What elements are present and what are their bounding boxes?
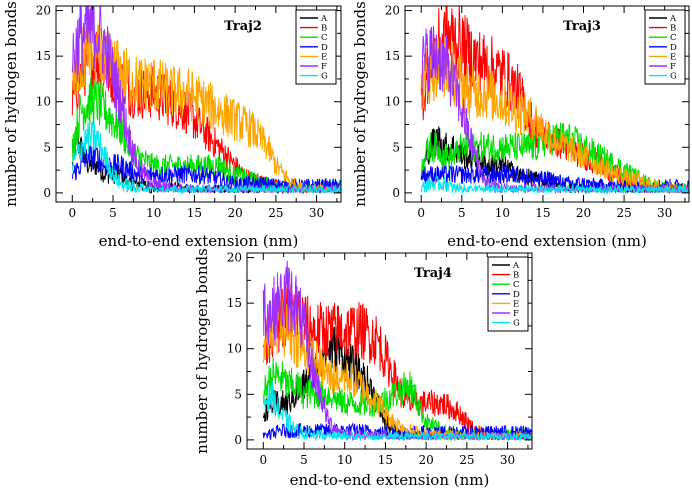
legend-label-d: D — [670, 43, 677, 53]
legend-label-g: G — [513, 319, 520, 329]
legend-label-f: F — [321, 62, 327, 72]
x-tick-label: 30 — [657, 206, 672, 220]
x-tick-label: 5 — [458, 206, 466, 220]
y-axis-label: number of hydrogen bonds — [351, 1, 369, 207]
plot-frame — [246, 252, 533, 450]
y-tick-label: 15 — [385, 49, 400, 63]
x-tick-label: 15 — [535, 206, 550, 220]
x-tick-label: 0 — [68, 206, 76, 220]
y-tick-label: 0 — [234, 433, 242, 447]
series-line-d — [71, 143, 341, 195]
legend-label-a: A — [669, 14, 677, 24]
plot-frame — [404, 5, 690, 203]
series-lines — [262, 260, 532, 442]
panel-title: Traj4 — [414, 266, 452, 281]
x-axis-label: end-to-end extension (nm) — [447, 232, 647, 250]
legend-label-e: E — [321, 52, 327, 62]
series-line-f — [71, 6, 341, 195]
x-tick-label: 15 — [187, 206, 202, 220]
y-tick-label: 15 — [36, 49, 51, 63]
legend-label-c: C — [513, 280, 520, 290]
legend-label-d: D — [321, 43, 328, 53]
series-line-e — [71, 11, 341, 194]
legend-label-a: A — [512, 261, 520, 271]
x-tick-label: 10 — [337, 453, 352, 467]
x-axis-label: end-to-end extension (nm) — [99, 232, 299, 250]
x-tick-label: 25 — [459, 453, 474, 467]
y-tick-label: 0 — [392, 186, 400, 200]
x-tick-label: 0 — [417, 206, 425, 220]
y-tick-label: 20 — [385, 4, 400, 18]
x-tick-label: 15 — [378, 453, 393, 467]
legend-label-b: B — [670, 24, 676, 34]
series-line-g — [262, 380, 532, 442]
panel-title: Traj2 — [224, 19, 262, 34]
panel-traj2: 0 5 10 15 20 25 30 0 5 10 15 20 end-to-end extension… — [2, 1, 342, 250]
panel-traj3: 0 5 10 15 20 25 30 0 5 10 15 20 end-to-end extension… — [351, 1, 690, 250]
y-tick-label: 5 — [43, 140, 51, 154]
x-tick-label: 10 — [495, 206, 510, 220]
x-tick-label: 20 — [228, 206, 243, 220]
y-tick-label: 20 — [36, 4, 51, 18]
series-line-e — [262, 296, 532, 442]
y-tick-label: 10 — [385, 95, 400, 109]
y-axis-label: number of hydrogen bonds — [193, 248, 211, 454]
legend-label-b: B — [513, 271, 519, 281]
legend-label-g: G — [670, 72, 677, 82]
legend-label-c: C — [670, 33, 677, 43]
legend-label-g: G — [321, 72, 328, 82]
legend-label-f: F — [670, 62, 676, 72]
x-tick-label: 30 — [500, 453, 515, 467]
x-tick-label: 30 — [309, 206, 324, 220]
x-tick-label: 5 — [300, 453, 308, 467]
y-tick-label: 10 — [227, 342, 242, 356]
y-tick-label: 15 — [227, 296, 242, 310]
x-tick-label: 25 — [268, 206, 283, 220]
y-axis-label: number of hydrogen bonds — [2, 1, 20, 207]
x-tick-label: 5 — [109, 206, 117, 220]
panel-title: Traj3 — [563, 19, 601, 34]
legend-label-d: D — [513, 290, 520, 300]
legend-label-a: A — [320, 14, 328, 24]
series-line-e — [420, 36, 689, 193]
legend-label-b: B — [321, 24, 327, 34]
series-line-g — [71, 121, 341, 195]
x-tick-label: 25 — [616, 206, 631, 220]
x-tick-label: 20 — [576, 206, 591, 220]
legend-label-e: E — [513, 299, 519, 309]
series-line-g — [420, 175, 689, 195]
legend-label-e: E — [670, 52, 676, 62]
x-tick-label: 10 — [146, 206, 161, 220]
legend-label-c: C — [321, 33, 328, 43]
y-tick-label: 5 — [234, 387, 242, 401]
y-tick-label: 5 — [392, 140, 400, 154]
legend-label-f: F — [513, 309, 519, 319]
series-lines — [420, 6, 689, 195]
y-tick-label: 10 — [36, 95, 51, 109]
x-tick-label: 0 — [259, 453, 267, 467]
series-lines — [71, 6, 341, 195]
y-tick-label: 0 — [43, 186, 51, 200]
plot-frame — [55, 5, 342, 203]
y-tick-label: 20 — [227, 251, 242, 265]
x-axis-label: end-to-end extension (nm) — [290, 471, 490, 489]
panel-traj4: 0 5 10 15 20 25 30 0 5 10 15 20 end-to-end extension… — [193, 248, 533, 489]
x-tick-label: 20 — [419, 453, 434, 467]
